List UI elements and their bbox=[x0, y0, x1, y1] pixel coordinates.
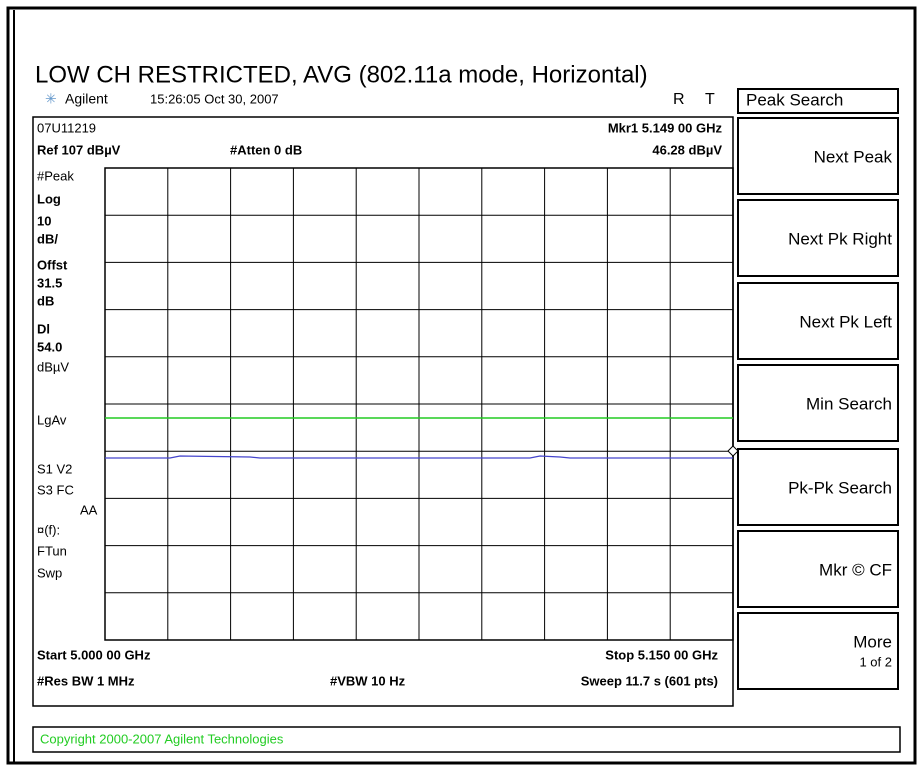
side-label: Swp bbox=[37, 565, 62, 580]
start-freq: Start 5.000 00 GHz bbox=[37, 647, 151, 662]
side-label: ¤(f): bbox=[37, 522, 60, 537]
side-label: 31.5 bbox=[37, 275, 62, 290]
trace bbox=[105, 455, 733, 459]
attenuation: #Atten 0 dB bbox=[230, 142, 302, 157]
softkey-label[interactable]: Mkr © CF bbox=[819, 560, 892, 579]
softkey[interactable] bbox=[737, 612, 899, 690]
stop-freq: Stop 5.150 00 GHz bbox=[605, 647, 718, 662]
ref-level: Ref 107 dBµV bbox=[37, 142, 121, 157]
menu-title-box bbox=[737, 88, 899, 114]
copyright: Copyright 2000-2007 Agilent Technologies bbox=[40, 731, 284, 746]
softkey-label[interactable]: Next Pk Left bbox=[799, 312, 892, 331]
softkey-label[interactable]: Next Pk Right bbox=[788, 229, 892, 248]
softkey-label[interactable]: More bbox=[853, 632, 892, 651]
graticule bbox=[105, 168, 733, 640]
softkey[interactable] bbox=[737, 282, 899, 360]
side-label: dB bbox=[37, 293, 54, 308]
marker-freq: Mkr1 5.149 00 GHz bbox=[608, 120, 723, 135]
brand: Agilent bbox=[65, 91, 108, 107]
side-label: Offst bbox=[37, 257, 68, 272]
side-label: 54.0 bbox=[37, 339, 62, 354]
softkey[interactable] bbox=[737, 530, 899, 608]
side-label: 10 bbox=[37, 213, 51, 228]
outer-frame bbox=[6, 6, 917, 765]
softkey-label[interactable]: Next Peak bbox=[814, 147, 893, 166]
status-bar bbox=[32, 726, 901, 753]
marker-diamond bbox=[727, 445, 739, 457]
side-label: dBµV bbox=[37, 359, 69, 374]
side-label: Dl bbox=[37, 321, 50, 336]
softkey-label[interactable]: Min Search bbox=[806, 394, 892, 413]
side-label: Log bbox=[37, 191, 61, 206]
side-labels: #Peak Log 10 dB/Offst 31.5 dB Dl 54.0 dBµV LgAv S1… bbox=[37, 168, 98, 580]
softkey-label[interactable]: 1 of 2 bbox=[859, 654, 892, 669]
softkeys: Next Peak Next Pk Right Next Pk Left Min Se… bbox=[737, 117, 899, 690]
logo: ✳ bbox=[45, 91, 57, 107]
softkey-label[interactable]: Pk-Pk Search bbox=[788, 478, 892, 497]
file-id: 07U11219 bbox=[37, 120, 96, 135]
softkey[interactable] bbox=[737, 117, 899, 195]
flag: T bbox=[705, 91, 715, 108]
screen-frame bbox=[32, 116, 734, 707]
sweep: Sweep 11.7 s (601 pts) bbox=[581, 673, 718, 688]
side-label: S3 FC bbox=[37, 482, 74, 497]
side-label: S1 V2 bbox=[37, 461, 72, 476]
softkey[interactable] bbox=[737, 199, 899, 277]
side-label: FTun bbox=[37, 543, 67, 558]
marker-level: 46.28 dBµV bbox=[652, 142, 722, 157]
side-label: #Peak bbox=[37, 168, 74, 183]
side-label: dB/ bbox=[37, 231, 58, 246]
plot-frame bbox=[104, 167, 734, 641]
rbw: #Res BW 1 MHz bbox=[37, 673, 135, 688]
vbw: #VBW 10 Hz bbox=[330, 673, 406, 688]
timestamp: 15:26:05 Oct 30, 2007 bbox=[150, 91, 279, 106]
flag: R bbox=[673, 91, 685, 108]
side-label: LgAv bbox=[37, 412, 67, 427]
side-label: AA bbox=[80, 502, 98, 517]
menu-title: Peak Search bbox=[746, 90, 843, 109]
title: LOW CH RESTRICTED, AVG (802.11a mode, Ho… bbox=[35, 61, 648, 88]
